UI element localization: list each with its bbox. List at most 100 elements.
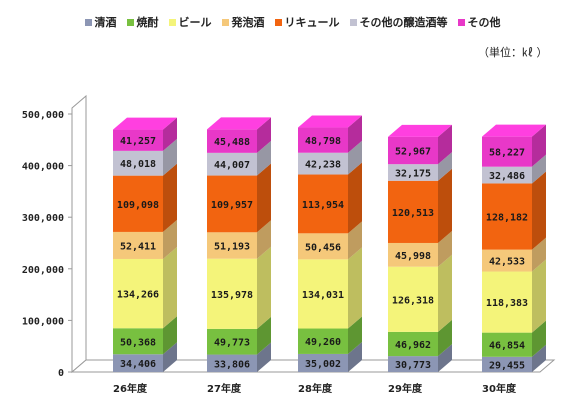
data-label: 51,193: [214, 242, 250, 253]
bar-stack: 29,455 46,854 118,383 42,533 128,182 32,486 58…: [482, 124, 546, 372]
x-tick-label: 29年度: [388, 382, 423, 395]
legend-label: 発泡酒: [231, 16, 265, 29]
bar-segment: [298, 152, 348, 175]
legend-item: 清酒: [84, 12, 117, 32]
bar-top-face: [113, 117, 177, 130]
bar-segment: [113, 354, 163, 372]
bar-segment-side: [257, 246, 271, 329]
legend-label: リキュール: [284, 16, 340, 29]
bar-segment-side: [348, 221, 362, 260]
bar-segment: [482, 356, 532, 372]
bar-segment: [113, 231, 163, 259]
bar-segment-side: [163, 246, 177, 329]
bar-segment: [113, 175, 163, 232]
legend-swatch: [274, 18, 282, 26]
bar-segment: [207, 152, 257, 176]
legend-item: 焼酎: [126, 12, 159, 32]
bar-segment-side: [438, 344, 452, 372]
data-label: 49,260: [305, 337, 341, 348]
data-label: 48,798: [305, 136, 341, 147]
legend-label: ビール: [178, 16, 212, 29]
data-label: 30,773: [395, 360, 431, 371]
y-tick-label: 500,000: [22, 110, 64, 121]
bar-segment-side: [163, 138, 177, 176]
data-label: 52,411: [120, 241, 156, 252]
legend-item: ビール: [168, 12, 212, 32]
y-tick-label: 200,000: [22, 265, 64, 276]
bar-segment: [207, 129, 257, 153]
data-label: 58,227: [489, 148, 525, 159]
legend-item: 発泡酒: [221, 12, 265, 32]
x-tick-label: 26年度: [113, 382, 148, 395]
legend-swatch: [221, 18, 229, 26]
legend-item: その他の醸造酒等: [349, 12, 448, 32]
bar-segment: [482, 271, 532, 333]
bar-segment-side: [532, 320, 546, 357]
y-tick-label: 100,000: [22, 316, 64, 327]
bar-segment: [298, 353, 348, 372]
data-label: 45,488: [214, 137, 250, 148]
bar-top-face: [388, 124, 452, 137]
data-label: 50,368: [120, 337, 156, 348]
bar-segment-side: [163, 117, 177, 151]
bar-segment-side: [348, 316, 362, 354]
bar-segment: [482, 166, 532, 184]
bar-segment-side: [348, 162, 362, 234]
data-label: 109,957: [211, 200, 253, 211]
legend-label: その他: [467, 16, 501, 29]
bar-segment: [298, 259, 348, 329]
y-tick-label: 0: [58, 368, 64, 379]
bar-segment: [207, 232, 257, 259]
x-tick-label: 27年度: [207, 382, 242, 395]
bar-segment-side: [163, 316, 177, 355]
bar-segment-side: [438, 168, 452, 243]
data-label: 35,002: [305, 359, 341, 370]
bar-segment-side: [257, 163, 271, 233]
data-label: 46,962: [395, 340, 431, 351]
data-label: 135,978: [211, 290, 253, 301]
bar-segment-side: [163, 342, 177, 372]
bar-segment-side: [163, 219, 177, 259]
bar-segment: [482, 183, 532, 250]
data-label: 41,257: [120, 136, 156, 147]
data-label: 134,031: [302, 290, 344, 301]
data-label: 50,456: [305, 242, 341, 253]
bar-segment-side: [532, 259, 546, 333]
legend: 清酒 焼酎 ビール 発泡酒 リキュール その他の醸造酒等 その他: [0, 12, 585, 32]
bar-segment-side: [532, 344, 546, 372]
bar-segment: [388, 164, 438, 181]
bar-segment-side: [348, 115, 362, 153]
data-label: 128,182: [486, 213, 528, 224]
bar-segment-side: [438, 254, 452, 332]
bar-segment: [113, 150, 163, 176]
bar-segment-side: [348, 341, 362, 372]
bar-segment: [482, 249, 532, 272]
legend-label: その他の醸造酒等: [359, 16, 448, 29]
bar-segment: [388, 180, 438, 243]
bar-segment-side: [348, 247, 362, 329]
data-label: 44,007: [214, 160, 250, 171]
data-label: 32,486: [489, 171, 525, 182]
y-tick-label: 400,000: [22, 162, 64, 173]
bar-segment-side: [532, 154, 546, 184]
data-label: 120,513: [392, 208, 434, 219]
bar-segment: [207, 175, 257, 233]
axes: 0 100,000 200,000 300,000 400,000 500,000 26年度…: [22, 94, 556, 395]
bar-segment: [207, 354, 257, 372]
data-label: 42,238: [305, 160, 341, 171]
bars: 34,406 50,368 134,266 52,411 109,098 48,018 41…: [113, 115, 546, 372]
bar-segment-side: [348, 140, 362, 175]
bar-segment: [298, 328, 348, 354]
bar-top-face: [482, 124, 546, 137]
bar-segment-side: [438, 124, 452, 165]
bar-segment: [113, 129, 163, 151]
bar-segment: [207, 258, 257, 329]
legend-swatch: [349, 18, 357, 26]
bar-segment: [298, 174, 348, 234]
bar-stack: 35,002 49,260 134,031 50,456 113,954 42,238 48…: [298, 115, 362, 372]
bar-top-face: [207, 117, 271, 130]
bar-segment: [388, 356, 438, 372]
legend-swatch: [126, 18, 134, 26]
data-label: 134,266: [117, 290, 159, 301]
